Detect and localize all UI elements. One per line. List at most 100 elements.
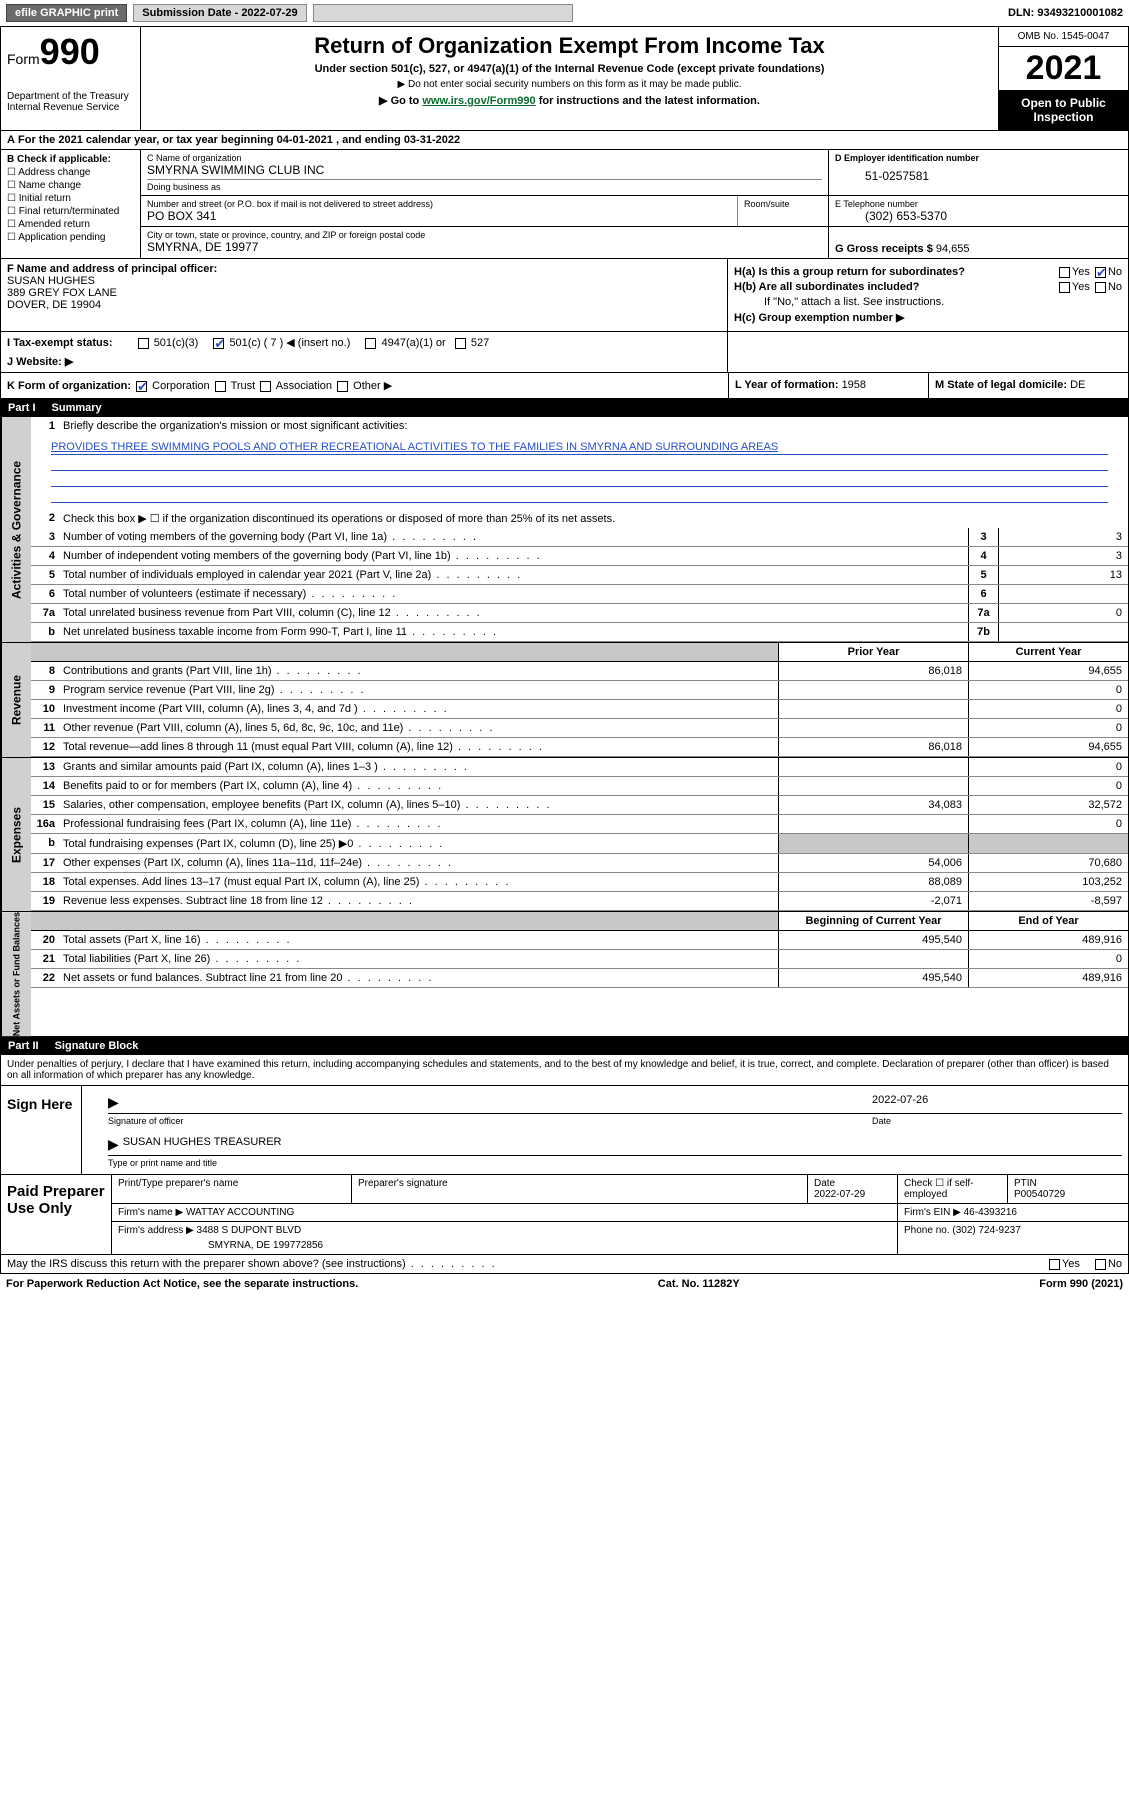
table-row: 16aProfessional fundraising fees (Part I… xyxy=(31,815,1128,834)
prep-sig-hdr: Preparer's signature xyxy=(352,1175,808,1203)
firm-ph: (302) 724-9237 xyxy=(952,1225,1020,1236)
hb-no-checkbox[interactable] xyxy=(1095,282,1106,293)
open-public-badge: Open to Public Inspection xyxy=(999,90,1128,130)
row-text: Benefits paid to or for members (Part IX… xyxy=(59,777,778,795)
ptin-val: P00540729 xyxy=(1014,1189,1065,1200)
chk-amended[interactable]: ☐ Amended return xyxy=(7,219,134,230)
form-footer: Form 990 (2021) xyxy=(1039,1278,1123,1290)
ssn-note: ▶ Do not enter social security numbers o… xyxy=(147,79,992,90)
state-value: DE xyxy=(1070,379,1085,391)
chk-app-pending[interactable]: ☐ Application pending xyxy=(7,232,134,243)
prior-year-val: 88,089 xyxy=(778,873,968,891)
officer-addr2: DOVER, DE 19904 xyxy=(7,299,721,311)
line-7a-text: Total unrelated business revenue from Pa… xyxy=(59,604,968,622)
hb-yes: Yes xyxy=(1072,281,1090,293)
firm-addr2: SMYRNA, DE 199772856 xyxy=(118,1240,891,1251)
opt-501c: 501(c) ( 7 ) ◀ (insert no.) xyxy=(229,337,350,349)
row-k: K Form of organization: Corporation Trus… xyxy=(0,373,1129,399)
discuss-yes-checkbox[interactable] xyxy=(1049,1259,1060,1270)
ein-value: 51-0257581 xyxy=(835,163,1122,183)
org-name-value: SMYRNA SWIMMING CLUB INC xyxy=(147,163,822,177)
efile-print-button[interactable]: efile GRAPHIC print xyxy=(6,4,127,22)
blank-button[interactable] xyxy=(313,4,573,22)
ha-yes-checkbox[interactable] xyxy=(1059,267,1070,278)
governance-content: 1 Briefly describe the organization's mi… xyxy=(31,417,1128,642)
row-text: Program service revenue (Part VIII, line… xyxy=(59,681,778,699)
current-year-val: 0 xyxy=(968,719,1128,737)
prior-year-val: 86,018 xyxy=(778,738,968,756)
chk-other[interactable] xyxy=(337,381,348,392)
address-cell: Number and street (or P.O. box if mail i… xyxy=(141,196,828,226)
col-b-checkboxes: B Check if applicable: ☐ Address change … xyxy=(1,150,141,258)
irs-discuss-row: May the IRS discuss this return with the… xyxy=(0,1255,1129,1274)
form-title: Return of Organization Exempt From Incom… xyxy=(147,33,992,59)
chk-527[interactable] xyxy=(455,338,466,349)
col-cd: C Name of organization SMYRNA SWIMMING C… xyxy=(141,150,1128,258)
current-year-val: 70,680 xyxy=(968,854,1128,872)
form-of-org: K Form of organization: Corporation Trus… xyxy=(1,373,728,398)
begin-year-hdr: Beginning of Current Year xyxy=(778,912,968,930)
row-a-tax-year: A For the 2021 calendar year, or tax yea… xyxy=(0,131,1129,150)
current-year-val: 0 xyxy=(968,950,1128,968)
ha-no-checkbox[interactable] xyxy=(1095,267,1106,278)
line-4-val: 3 xyxy=(998,547,1128,565)
revenue-table-header: Prior Year Current Year xyxy=(31,643,1128,662)
year-formation: L Year of formation: 1958 xyxy=(728,373,928,398)
prior-year-val: 495,540 xyxy=(778,931,968,949)
chk-lbl-2: Initial return xyxy=(19,193,71,204)
vtab-expenses: Expenses xyxy=(1,758,31,911)
prior-year-val xyxy=(778,777,968,795)
opt-other: Other ▶ xyxy=(353,380,392,392)
room-label: Room/suite xyxy=(744,199,822,209)
name-sig-line: ▶ SUSAN HUGHES TREASURER xyxy=(108,1136,1122,1156)
prior-year-hdr: Prior Year xyxy=(778,643,968,661)
paid-grid: Print/Type preparer's name Preparer's si… xyxy=(111,1175,1128,1254)
org-name-cell: C Name of organization SMYRNA SWIMMING C… xyxy=(141,150,828,195)
chk-address-change[interactable]: ☐ Address change xyxy=(7,167,134,178)
current-year-val: -8,597 xyxy=(968,892,1128,910)
pra-notice: For Paperwork Reduction Act Notice, see … xyxy=(6,1278,358,1290)
year-form-label: L Year of formation: xyxy=(735,379,842,391)
chk-name-change[interactable]: ☐ Name change xyxy=(7,180,134,191)
dln-label: DLN: 93493210001082 xyxy=(1008,7,1123,19)
prior-year-val: 495,540 xyxy=(778,969,968,987)
submission-date-button[interactable]: Submission Date - 2022-07-29 xyxy=(133,4,306,22)
hb-yes-checkbox[interactable] xyxy=(1059,282,1070,293)
prior-year-val: 86,018 xyxy=(778,662,968,680)
header-right: OMB No. 1545-0047 2021 Open to Public In… xyxy=(998,27,1128,130)
officer-printed-name: SUSAN HUGHES TREASURER xyxy=(123,1136,282,1153)
chk-corp[interactable] xyxy=(136,381,147,392)
row-text: Professional fundraising fees (Part IX, … xyxy=(59,815,778,833)
line-3-val: 3 xyxy=(998,528,1128,546)
ha-label: H(a) Is this a group return for subordin… xyxy=(734,266,965,278)
chk-final-return[interactable]: ☐ Final return/terminated xyxy=(7,206,134,217)
row-text: Total revenue—add lines 8 through 11 (mu… xyxy=(59,738,778,756)
officer-sig-label: Signature of officer xyxy=(108,1116,872,1126)
line-5-text: Total number of individuals employed in … xyxy=(59,566,968,584)
paid-preparer-label: Paid Preparer Use Only xyxy=(1,1175,111,1254)
sign-right: ▶ 2022-07-26 Signature of officer Date ▶… xyxy=(81,1086,1128,1174)
header-left: Form990 Department of the Treasury Inter… xyxy=(1,27,141,130)
prior-year-val: 54,006 xyxy=(778,854,968,872)
line-5-val: 13 xyxy=(998,566,1128,584)
prior-year-val xyxy=(778,758,968,776)
chk-501c3[interactable] xyxy=(138,338,149,349)
telephone-cell: E Telephone number (302) 653-5370 xyxy=(828,196,1128,226)
irs-label: Internal Revenue Service xyxy=(7,102,134,113)
principal-officer: F Name and address of principal officer:… xyxy=(1,259,728,331)
prep-date-val: 2022-07-29 xyxy=(814,1189,865,1200)
discuss-no-checkbox[interactable] xyxy=(1095,1259,1106,1270)
table-row: 10Investment income (Part VIII, column (… xyxy=(31,700,1128,719)
city-value: SMYRNA, DE 19977 xyxy=(147,240,822,254)
irs-link[interactable]: www.irs.gov/Form990 xyxy=(422,95,535,107)
chk-assoc[interactable] xyxy=(260,381,271,392)
part-2-num: Part II xyxy=(8,1040,39,1052)
firm-addr-lbl: Firm's address ▶ xyxy=(118,1225,197,1236)
chk-4947[interactable] xyxy=(365,338,376,349)
prior-year-val: 34,083 xyxy=(778,796,968,814)
chk-initial-return[interactable]: ☐ Initial return xyxy=(7,193,134,204)
chk-501c[interactable] xyxy=(213,338,224,349)
form-number: Form990 xyxy=(7,31,134,73)
firm-name: WATTAY ACCOUNTING xyxy=(186,1207,294,1218)
chk-trust[interactable] xyxy=(215,381,226,392)
